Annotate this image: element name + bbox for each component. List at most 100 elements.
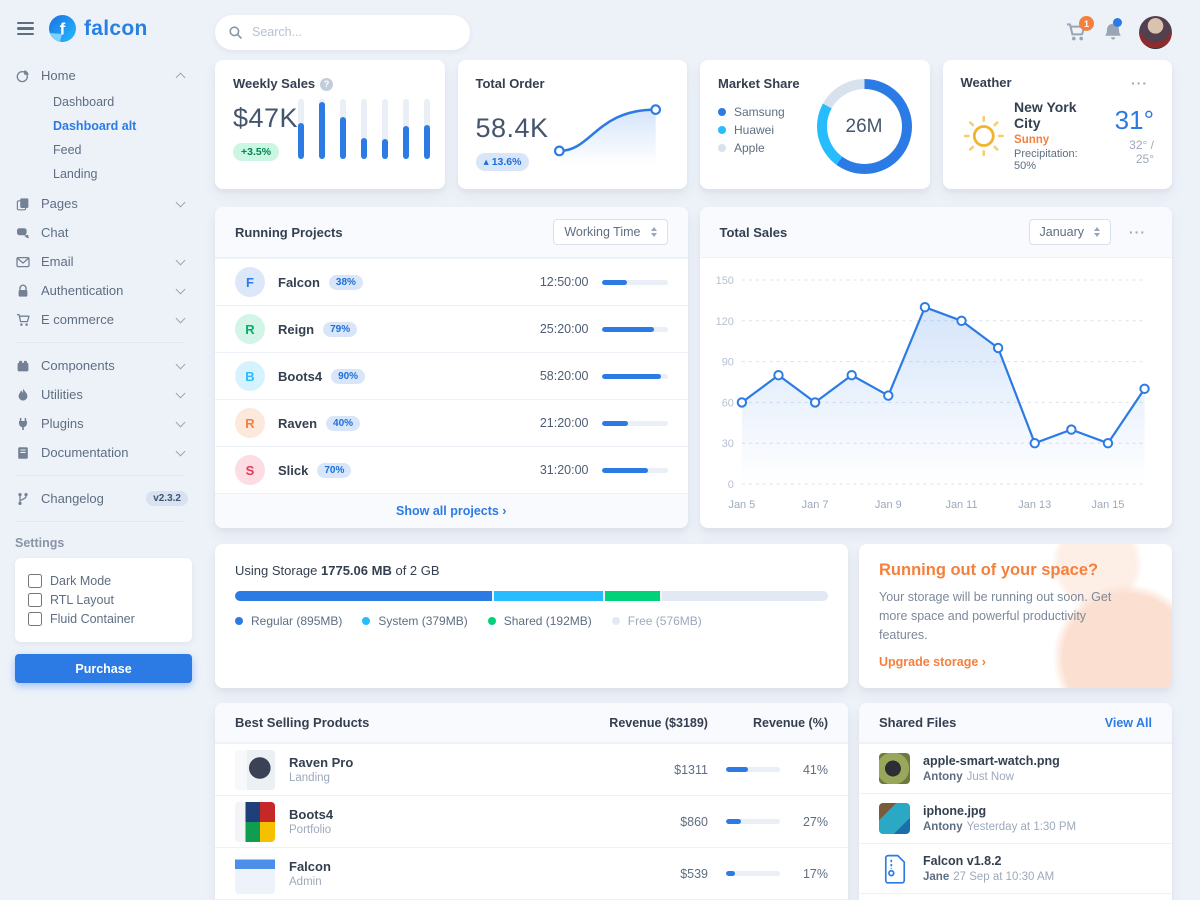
chat-icon bbox=[15, 226, 31, 240]
shopping-cart-icon bbox=[15, 313, 31, 327]
revenue-percent: 41% bbox=[802, 762, 828, 777]
project-row-falcon[interactable]: F Falcon 38% 12:50:00 bbox=[215, 258, 688, 305]
upgrade-storage-link[interactable]: Upgrade storage › bbox=[879, 655, 986, 670]
settings-card: Dark Mode RTL Layout Fluid Container bbox=[15, 558, 192, 642]
chevron-down-icon bbox=[175, 255, 186, 266]
legend-item: Regular (895MB) bbox=[235, 614, 342, 628]
fluid-container-checkbox[interactable] bbox=[28, 612, 42, 626]
sidebar-item-plugins[interactable]: Plugins bbox=[15, 409, 192, 438]
sidebar-item-pages[interactable]: Pages bbox=[15, 189, 192, 218]
hamburger-menu-button[interactable] bbox=[15, 20, 36, 37]
month-select[interactable]: January bbox=[1028, 219, 1111, 245]
settings-heading: Settings bbox=[15, 536, 65, 550]
product-row-boots4[interactable]: Boots4 Portfolio $860 27% bbox=[215, 795, 848, 847]
total-order-value: 58.4K bbox=[475, 113, 549, 143]
sidebar-item-email[interactable]: Email bbox=[15, 247, 192, 276]
weather-card: Weather ··· New York City Sunny Precipit… bbox=[942, 60, 1172, 189]
puzzle-icon bbox=[15, 359, 31, 373]
sidebar-item-landing[interactable]: Landing bbox=[53, 167, 98, 181]
notifications-button[interactable] bbox=[1104, 18, 1122, 42]
file-row-apple-smart-watch[interactable]: apple-smart-watch.png Antony Just Now bbox=[859, 743, 1172, 793]
legend-item: Shared (192MB) bbox=[487, 614, 592, 628]
total-sales-line-chart: 0 30 60 90 120 150 Jan 5 Jan 7 Jan 9 Jan 11 Jan 13… bbox=[700, 258, 1173, 521]
home-submenu: Dashboard Dashboard alt Feed Landing bbox=[15, 90, 192, 186]
purchase-button[interactable]: Purchase bbox=[15, 654, 192, 683]
sidebar-item-chat[interactable]: Chat bbox=[15, 218, 192, 247]
legend-dot bbox=[235, 617, 243, 625]
avatar: S bbox=[235, 455, 265, 485]
search-input[interactable] bbox=[250, 24, 456, 40]
cart-count-badge: 1 bbox=[1079, 16, 1094, 31]
total-order-title: Total Order bbox=[475, 76, 545, 91]
select-caret-icon bbox=[650, 227, 657, 237]
version-badge: v2.3.2 bbox=[146, 491, 188, 506]
storage-used: 1775.06 MB bbox=[321, 563, 392, 578]
revenue-percent: 27% bbox=[802, 814, 828, 829]
more-menu-icon[interactable]: ··· bbox=[1125, 75, 1154, 91]
market-share-title: Market Share bbox=[718, 76, 800, 91]
svg-text:Jan 11: Jan 11 bbox=[945, 499, 977, 511]
sidebar-item-utilities[interactable]: Utilities bbox=[15, 380, 192, 409]
market-share-donut-chart: 26M bbox=[816, 79, 912, 174]
sidebar-divider bbox=[15, 342, 184, 343]
progress-badge: 70% bbox=[317, 462, 352, 478]
view-all-link[interactable]: View All bbox=[1104, 715, 1152, 730]
weekly-sales-card: Weekly Sales? $47K +3.5% bbox=[215, 60, 445, 189]
sidebar-item-components[interactable]: Components bbox=[15, 351, 192, 380]
product-row-falcon[interactable]: Falcon Admin $539 17% bbox=[215, 847, 848, 899]
project-row-raven[interactable]: R Raven 40% 21:20:00 bbox=[215, 399, 688, 446]
working-time: 58:20:00 bbox=[539, 369, 589, 383]
sidebar-item-dashboard-alt[interactable]: Dashboard alt bbox=[53, 119, 137, 133]
svg-text:Jan 13: Jan 13 bbox=[1018, 499, 1051, 511]
file-row-imac[interactable]: iMac.jpg Rowen23 Sep at 6:10 PM bbox=[859, 893, 1172, 900]
rtl-layout-toggle[interactable]: RTL Layout bbox=[28, 593, 179, 607]
project-row-slick[interactable]: S Slick 70% 31:20:00 bbox=[215, 446, 688, 493]
sidebar-item-dashboard[interactable]: Dashboard bbox=[53, 95, 115, 109]
file-row-falcon-zip[interactable]: Falcon v1.8.2 Jane 27 Sep at 10:30 AM bbox=[859, 843, 1172, 893]
kpi-row: Weekly Sales? $47K +3.5% Total Order 58.… bbox=[215, 60, 1172, 189]
project-row-reign[interactable]: R Reign 79% 25:20:00 bbox=[215, 305, 688, 352]
sidebar-item-documentation[interactable]: Documentation bbox=[15, 438, 192, 467]
progress-bar bbox=[601, 467, 668, 473]
svg-text:Jan 7: Jan 7 bbox=[801, 499, 828, 511]
legend-dot bbox=[718, 126, 726, 134]
search-box[interactable] bbox=[215, 14, 470, 50]
weather-high-low: 32° / 25° bbox=[1129, 138, 1154, 166]
storage-usage-bar bbox=[235, 591, 828, 601]
legend-dot bbox=[487, 617, 496, 625]
sidebar-item-home[interactable]: Home bbox=[15, 61, 192, 90]
dark-mode-toggle[interactable]: Dark Mode bbox=[28, 574, 179, 588]
legend-item: System (379MB) bbox=[362, 614, 468, 628]
dark-mode-checkbox[interactable] bbox=[28, 574, 42, 588]
svg-text:150: 150 bbox=[715, 275, 733, 287]
revenue-bar bbox=[726, 767, 780, 773]
more-menu-icon[interactable]: ··· bbox=[1123, 224, 1152, 240]
avatar: B bbox=[235, 361, 265, 391]
sidebar-item-authentication[interactable]: Authentication bbox=[15, 276, 192, 305]
falcon-logo[interactable]: f falcon bbox=[48, 14, 148, 43]
working-time: 25:20:00 bbox=[539, 322, 589, 336]
notification-dot bbox=[1113, 18, 1122, 27]
cart-button[interactable]: 1 bbox=[1066, 16, 1094, 42]
topbar: 1 bbox=[215, 10, 1172, 54]
show-all-projects-link[interactable]: Show all projects › bbox=[396, 504, 507, 518]
fluid-container-toggle[interactable]: Fluid Container bbox=[28, 612, 179, 626]
sidebar-item-ecommerce[interactable]: E commerce bbox=[15, 305, 192, 334]
weather-condition: Sunny bbox=[1014, 134, 1050, 146]
rtl-layout-checkbox[interactable] bbox=[28, 593, 42, 607]
help-icon[interactable]: ? bbox=[320, 78, 334, 91]
weekly-sales-title: Weekly Sales bbox=[233, 76, 316, 91]
chart-pie-icon bbox=[15, 69, 31, 83]
storage-card: Using Storage 1775.06 MB of 2 GB Regular… bbox=[215, 544, 848, 689]
project-row-boots4[interactable]: B Boots4 90% 58:20:00 bbox=[215, 352, 688, 399]
working-time: 21:20:00 bbox=[539, 416, 589, 430]
sidebar-item-changelog[interactable]: Changelog v2.3.2 bbox=[15, 484, 192, 513]
user-avatar[interactable] bbox=[1139, 15, 1172, 49]
file-row-iphone[interactable]: iphone.jpg Antony Yesterday at 1:30 PM bbox=[859, 793, 1172, 843]
legend-item: Apple bbox=[718, 141, 809, 155]
product-row-raven-pro[interactable]: Raven Pro Landing $1311 41% bbox=[215, 743, 848, 795]
chevron-down-icon bbox=[175, 359, 186, 370]
working-time-select[interactable]: Working Time bbox=[553, 219, 668, 245]
progress-bar bbox=[601, 326, 668, 332]
sidebar-item-feed[interactable]: Feed bbox=[53, 143, 82, 157]
